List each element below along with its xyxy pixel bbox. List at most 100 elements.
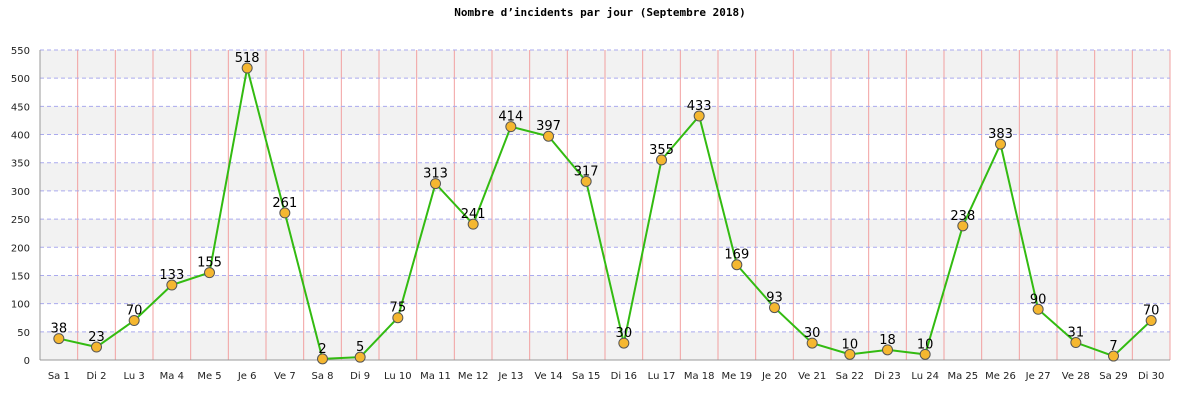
x-tick-label: Ve 28 (1062, 371, 1090, 382)
chart-title: Nombre d’incidents par jour (Septembre 2… (454, 6, 746, 19)
x-tick-label: Di 16 (611, 371, 637, 382)
x-tick-label: Sa 15 (572, 371, 600, 382)
data-label: 383 (988, 127, 1013, 142)
y-tick-label: 150 (11, 271, 30, 282)
x-tick-label: Ma 25 (947, 371, 978, 382)
data-label: 5 (356, 340, 364, 355)
data-label: 313 (423, 167, 448, 182)
y-tick-label: 100 (11, 300, 30, 311)
data-label: 397 (536, 119, 561, 134)
data-label: 18 (879, 333, 896, 348)
data-label: 355 (649, 143, 674, 158)
data-point (392, 312, 404, 324)
data-point (317, 353, 328, 365)
data-label: 433 (687, 99, 712, 114)
data-point (467, 218, 479, 230)
y-tick-label: 350 (11, 159, 30, 170)
data-point (430, 178, 441, 190)
data-label: 2 (318, 342, 326, 357)
data-label: 70 (1143, 304, 1160, 319)
x-tick-label: Je 13 (497, 371, 523, 382)
data-label: 169 (724, 248, 749, 263)
data-point (91, 341, 102, 353)
x-tick-label: Ve 7 (274, 371, 296, 382)
x-tick-label: Di 9 (350, 371, 370, 382)
x-tick-label: Di 23 (874, 371, 900, 382)
y-tick-label: 500 (11, 74, 30, 85)
data-point (693, 110, 705, 122)
x-tick-label: Sa 29 (1099, 371, 1127, 382)
x-tick-label: Lu 10 (384, 371, 412, 382)
data-point (543, 130, 554, 142)
data-point (769, 302, 780, 314)
data-label: 70 (126, 304, 143, 319)
x-tick-label: Lu 17 (648, 371, 676, 382)
data-point (806, 337, 818, 349)
data-label: 10 (842, 337, 859, 352)
data-label: 30 (804, 326, 821, 341)
data-label: 38 (51, 322, 68, 337)
data-label: 23 (88, 330, 105, 345)
x-tick-label: Di 2 (86, 371, 106, 382)
data-point (957, 220, 969, 232)
series-line (58, 67, 1152, 360)
y-tick-label: 400 (11, 131, 30, 142)
data-label: 7 (1109, 339, 1117, 354)
x-tick-label: Sa 22 (836, 371, 864, 382)
data-point (166, 279, 178, 291)
data-point (1145, 315, 1157, 327)
x-tick-label: Ve 21 (798, 371, 826, 382)
data-label: 238 (950, 209, 975, 224)
data-point (241, 62, 253, 74)
data-point (1070, 337, 1082, 349)
data-point (53, 333, 65, 345)
x-tick-label: Ma 18 (684, 371, 715, 382)
data-point (354, 351, 366, 363)
x-tick-label: Sa 1 (48, 371, 70, 382)
y-tick-label: 0 (24, 356, 30, 367)
data-label: 241 (461, 207, 486, 222)
data-point (919, 348, 931, 360)
x-tick-label: Sa 8 (311, 371, 333, 382)
data-label: 10 (917, 337, 934, 352)
data-label: 261 (272, 196, 297, 211)
data-point (1108, 350, 1119, 362)
data-label: 75 (390, 301, 407, 316)
data-point (844, 348, 856, 360)
data-label: 518 (235, 51, 260, 66)
data-label: 30 (616, 326, 633, 341)
y-tick-label: 550 (11, 46, 30, 57)
data-label: 133 (159, 268, 184, 283)
x-tick-label: Me 12 (458, 371, 489, 382)
x-tick-label: Me 26 (985, 371, 1016, 382)
x-tick-label: Ve 14 (534, 371, 562, 382)
x-tick-label: Ma 11 (420, 371, 451, 382)
x-tick-label: Ma 4 (160, 371, 184, 382)
data-point (1032, 303, 1044, 315)
data-label: 414 (498, 110, 523, 125)
x-tick-label: Lu 3 (124, 371, 145, 382)
x-tick-label: Je 20 (761, 371, 787, 382)
data-point (656, 154, 667, 166)
x-tick-label: Lu 24 (911, 371, 939, 382)
data-label: 155 (197, 256, 222, 271)
data-point (128, 315, 140, 327)
data-point (995, 138, 1006, 150)
data-point (279, 207, 291, 219)
data-point (204, 267, 215, 279)
data-point (505, 121, 517, 133)
y-tick-label: 300 (11, 187, 30, 198)
y-tick-label: 250 (11, 215, 30, 226)
x-tick-label: Di 30 (1138, 371, 1164, 382)
data-label: 93 (766, 291, 783, 306)
data-point (618, 337, 630, 349)
x-tick-label: Me 19 (721, 371, 752, 382)
y-tick-label: 450 (11, 102, 30, 113)
data-label: 31 (1068, 326, 1085, 341)
data-label: 90 (1030, 292, 1047, 307)
data-label: 317 (574, 164, 599, 179)
x-tick-label: Me 5 (197, 371, 221, 382)
y-tick-label: 200 (11, 243, 30, 254)
